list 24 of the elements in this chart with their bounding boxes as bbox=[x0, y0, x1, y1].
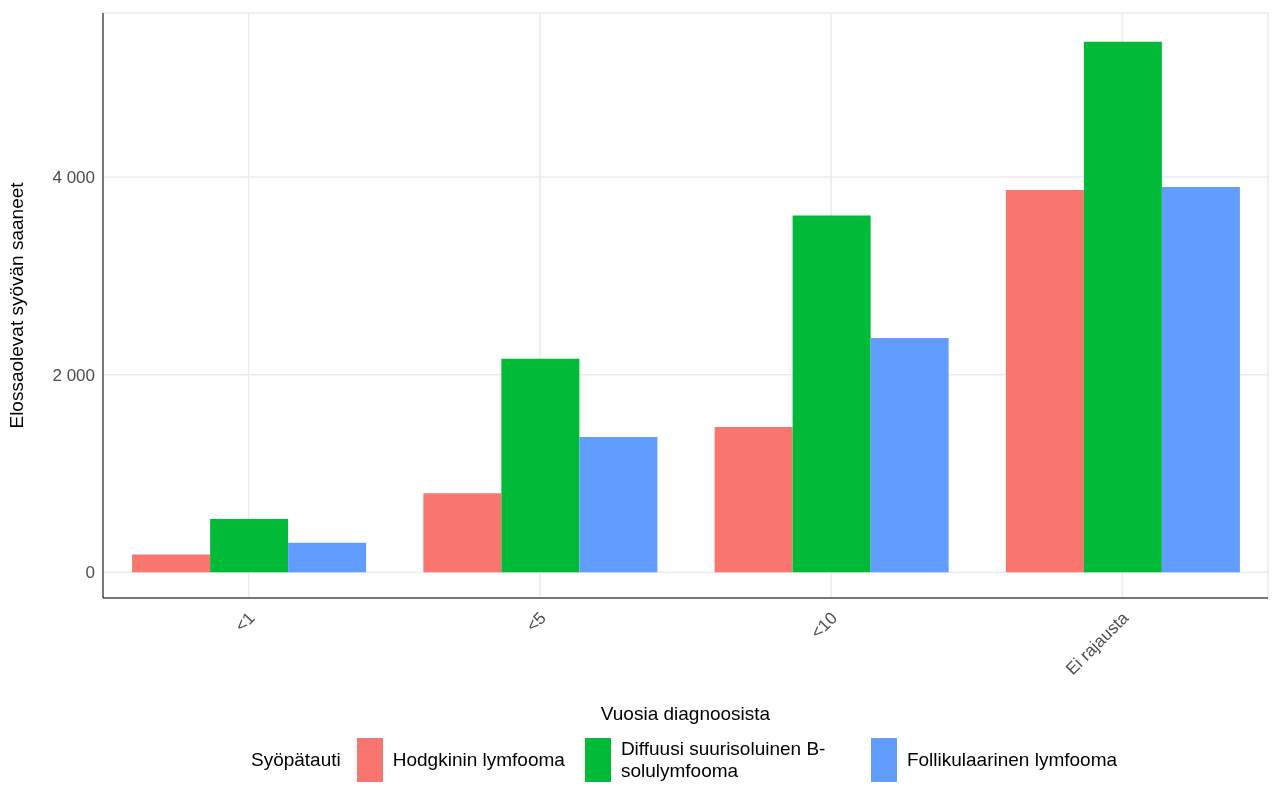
bar bbox=[870, 338, 949, 573]
legend-title: Syöpätauti bbox=[250, 749, 341, 771]
x-axis-title: Vuosia diagnoosista bbox=[600, 703, 771, 724]
bar bbox=[1005, 189, 1084, 573]
legend-label: Diffuusi suurisoluinen B-solulymfooma bbox=[620, 738, 827, 782]
legend-label: Hodgkinin lymfooma bbox=[392, 749, 565, 771]
bar bbox=[423, 493, 502, 573]
x-tick-label: <1 bbox=[231, 608, 259, 636]
bar bbox=[132, 554, 211, 573]
bar bbox=[210, 518, 289, 573]
bar bbox=[501, 358, 580, 573]
bar bbox=[1161, 186, 1240, 573]
legend-label: Follikulaarinen lymfooma bbox=[906, 749, 1118, 771]
bar bbox=[288, 542, 367, 573]
y-tick-label: 4 000 bbox=[52, 168, 95, 188]
y-axis-title: Elossaolevat syövän saaneet bbox=[5, 181, 27, 429]
bar bbox=[1083, 41, 1162, 573]
bar bbox=[792, 215, 871, 573]
bar bbox=[579, 436, 658, 573]
x-tick-label: <5 bbox=[522, 608, 550, 636]
y-tick-label: 0 bbox=[85, 563, 95, 583]
bar bbox=[714, 427, 793, 573]
x-tick-label: <10 bbox=[807, 608, 842, 643]
y-tick-label: 2 000 bbox=[52, 365, 95, 385]
